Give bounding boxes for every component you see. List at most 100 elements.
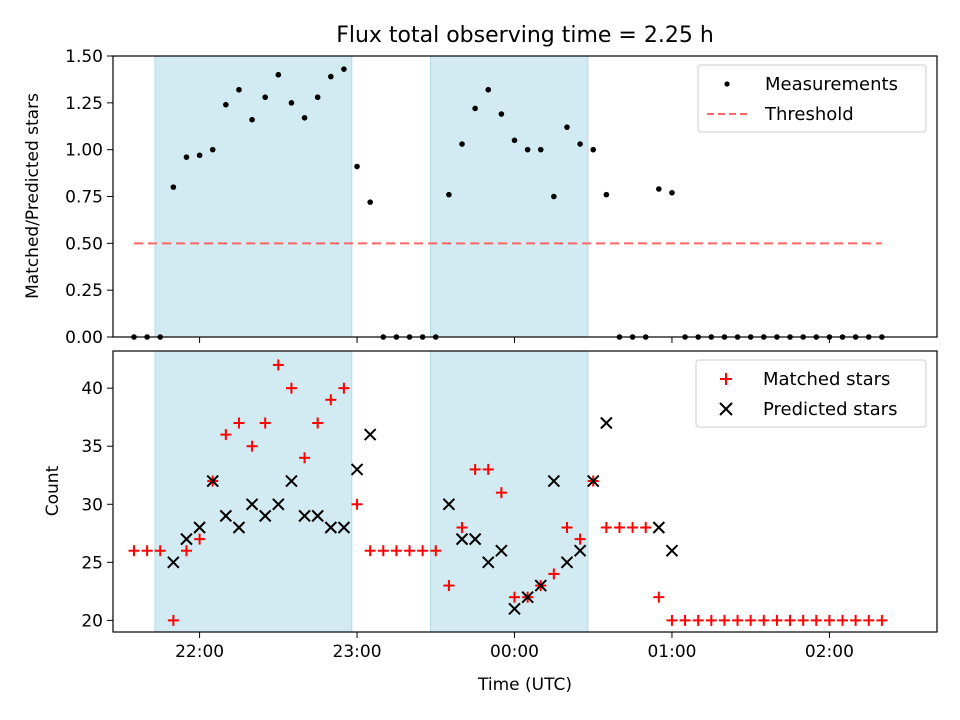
legend-measurements-marker bbox=[724, 81, 730, 87]
matched-star-point bbox=[285, 382, 297, 394]
matched-star-point bbox=[364, 545, 376, 557]
matched-star-point bbox=[784, 614, 796, 626]
xtick-label: 00:00 bbox=[490, 642, 539, 662]
matched-star-point bbox=[443, 580, 455, 592]
observing-window-1 bbox=[154, 350, 353, 633]
predicted-star-point bbox=[324, 521, 338, 534]
matched-star-point bbox=[718, 614, 730, 626]
measurement-point bbox=[223, 101, 229, 108]
ytick-label: 25 bbox=[81, 553, 103, 573]
predicted-star-point bbox=[468, 532, 482, 546]
matched-star-point bbox=[299, 452, 311, 464]
matched-star-point bbox=[167, 614, 179, 626]
matched-star-point bbox=[154, 545, 166, 557]
matched-star-point bbox=[758, 614, 770, 626]
matched-star-point bbox=[823, 614, 835, 626]
ytick-label: 40 bbox=[81, 379, 103, 399]
predicted-star-point bbox=[245, 498, 259, 511]
predicted-star-point bbox=[272, 498, 285, 511]
observing-window-1 bbox=[154, 55, 353, 338]
legend-predicted-label: Predicted stars bbox=[763, 399, 897, 420]
top-ylabel: Matched/Predicted stars bbox=[23, 93, 43, 299]
matched-star-point bbox=[390, 545, 402, 557]
predicted-star-point bbox=[587, 474, 600, 488]
ytick-label: 20 bbox=[81, 611, 103, 631]
measurement-point bbox=[459, 141, 465, 147]
xtick-label: 23:00 bbox=[333, 642, 382, 662]
matched-star-point bbox=[850, 614, 862, 626]
matched-star-point bbox=[732, 614, 744, 626]
measurement-point bbox=[275, 71, 282, 78]
matched-star-point bbox=[600, 521, 612, 533]
predicted-star-point bbox=[600, 416, 613, 430]
predicted-star-point bbox=[350, 463, 364, 476]
bottom-panel: 20 25 30 35 40 22:00 23:00 00:00 01:00 02:00 Cou… bbox=[43, 350, 938, 695]
measurement-point bbox=[262, 94, 269, 101]
observing-window-2 bbox=[430, 55, 589, 338]
matched-star-point bbox=[495, 487, 507, 499]
top-panel: 0.00 0.25 0.50 0.75 1.00 1.25 1.50 Matched/Pre… bbox=[23, 47, 938, 348]
measurement-point bbox=[314, 94, 321, 101]
measurement-point bbox=[551, 193, 557, 200]
matched-star-point bbox=[220, 429, 232, 441]
matched-star-point bbox=[141, 545, 153, 557]
matched-star-point bbox=[771, 614, 783, 626]
matched-star-point bbox=[797, 614, 809, 626]
measurement-point bbox=[590, 146, 597, 153]
predicted-star-point bbox=[206, 474, 219, 488]
matched-star-point bbox=[430, 545, 442, 557]
matched-star-point bbox=[509, 591, 521, 603]
measurement-point bbox=[236, 86, 242, 93]
top-legend-box bbox=[697, 64, 927, 133]
xtick-label: 01:00 bbox=[647, 642, 696, 662]
measurement-point bbox=[328, 73, 334, 80]
observing-window-2 bbox=[430, 350, 589, 633]
matched-star-point bbox=[679, 614, 691, 626]
predicted-star-point bbox=[337, 521, 351, 534]
matched-star-point bbox=[745, 614, 757, 626]
measurement-point bbox=[183, 154, 190, 160]
matched-star-point bbox=[876, 614, 888, 626]
ytick-label: 0.75 bbox=[65, 188, 103, 208]
matched-star-point bbox=[233, 417, 245, 429]
figure-title: Flux total observing time = 2.25 h bbox=[336, 23, 714, 48]
matched-star-point bbox=[574, 533, 586, 545]
matched-star-point bbox=[837, 614, 849, 626]
ytick-label: 0.00 bbox=[65, 328, 103, 348]
predicted-star-point bbox=[285, 474, 298, 488]
matched-star-point bbox=[863, 614, 875, 626]
matched-star-point bbox=[417, 545, 429, 557]
xtick-label: 02:00 bbox=[805, 642, 854, 662]
matched-star-point bbox=[653, 591, 665, 603]
matched-star-point bbox=[469, 463, 481, 475]
matched-star-point bbox=[640, 521, 652, 533]
predicted-star-point bbox=[442, 498, 456, 511]
matched-star-point bbox=[548, 568, 560, 580]
measurement-point bbox=[564, 124, 570, 130]
ytick-label: 1.00 bbox=[65, 141, 103, 161]
measurement-point bbox=[301, 115, 308, 121]
bottom-legend-box bbox=[695, 359, 927, 428]
predicted-star-point bbox=[665, 544, 679, 557]
ytick-label: 1.25 bbox=[65, 94, 103, 114]
bottom-xlabel: Time (UTC) bbox=[477, 675, 572, 695]
matched-star-point bbox=[128, 545, 140, 557]
legend-measurements-label: Measurements bbox=[765, 74, 898, 95]
legend-matched-marker bbox=[720, 373, 732, 385]
matched-star-point bbox=[613, 521, 625, 533]
matched-star-point bbox=[810, 614, 822, 626]
matched-star-point bbox=[259, 417, 271, 429]
predicted-star-point bbox=[560, 556, 574, 569]
matched-star-point bbox=[561, 521, 573, 533]
matched-star-point bbox=[456, 521, 468, 533]
top-legend: Measurements Threshold bbox=[697, 64, 927, 133]
matched-star-point bbox=[325, 394, 337, 406]
matched-star-point bbox=[246, 440, 258, 452]
measurement-point bbox=[485, 86, 492, 93]
predicted-star-point bbox=[482, 556, 495, 569]
measurement-point bbox=[656, 186, 662, 192]
measurement-point bbox=[196, 152, 203, 159]
predicted-star-point bbox=[534, 579, 547, 592]
legend-predicted-marker bbox=[719, 402, 733, 416]
matched-star-point bbox=[404, 545, 416, 557]
